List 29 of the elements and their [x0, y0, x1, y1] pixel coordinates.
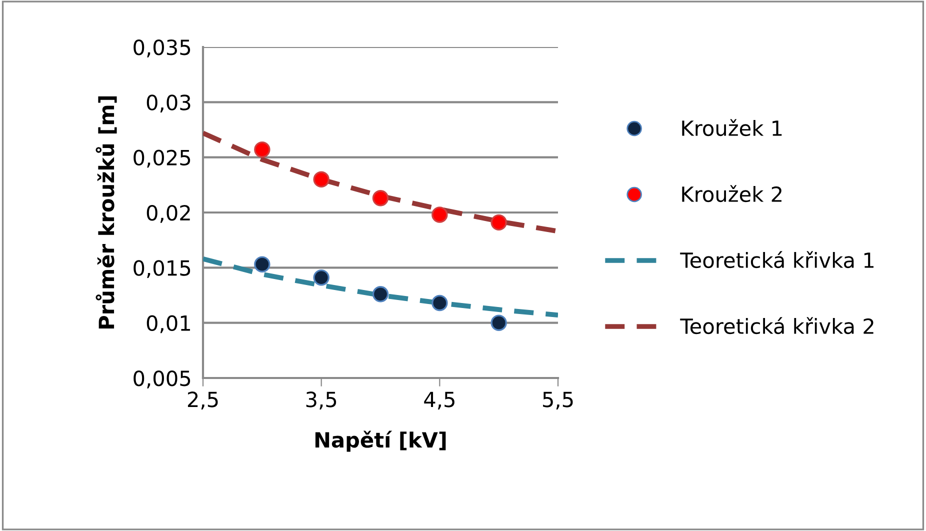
x-tick-label: 2,5 — [188, 392, 218, 410]
y-tick-label: 0,005 — [134, 370, 190, 388]
y-tick-label: 0,035 — [134, 39, 190, 58]
legend-label: Kroužek 2 — [682, 185, 782, 202]
y-tick-label: 0,03 — [146, 94, 190, 113]
y-tick-label: 0,02 — [146, 204, 190, 223]
x-tick-label: 3,5 — [306, 392, 336, 410]
x-tick-label: 4,5 — [424, 392, 454, 410]
y-tick-label: 0,015 — [134, 260, 190, 278]
x-tick-label: 5,5 — [543, 392, 573, 410]
point — [490, 314, 507, 331]
y-tick-label: 0,025 — [134, 150, 190, 168]
legend-label: Teoretická křivka 1 — [680, 251, 874, 268]
x-axis-title: Napětí [kV] — [315, 430, 446, 452]
legend-label: Kroužek 1 — [682, 119, 782, 136]
point — [313, 171, 330, 188]
point — [432, 206, 448, 223]
point — [313, 269, 330, 286]
y-axis-title: Průměr kroužků [m] — [96, 96, 117, 328]
y-tick-label: 0,01 — [146, 315, 190, 334]
point — [254, 141, 270, 158]
point — [372, 190, 389, 206]
point — [372, 286, 389, 302]
point — [432, 294, 448, 312]
line-series — [203, 256, 558, 318]
line-series — [203, 130, 558, 234]
legend-label: Teoretická křivka 2 — [680, 317, 874, 334]
point — [490, 214, 507, 231]
point — [254, 256, 270, 272]
